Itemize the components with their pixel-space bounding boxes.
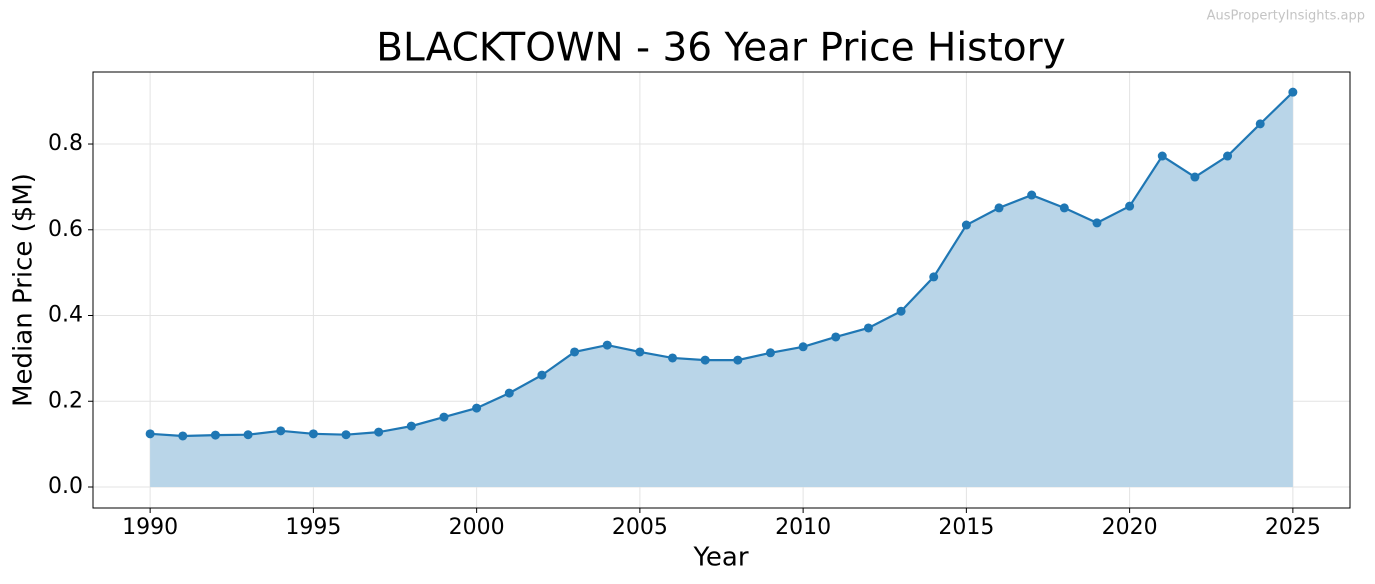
x-tick-label: 1995 [285,515,341,540]
point [1223,151,1233,161]
point [765,348,775,358]
point [341,430,351,440]
point [1157,151,1167,161]
x-tick-label: 2015 [938,515,994,540]
point [178,431,188,441]
point [1288,87,1298,97]
x-tick-label: 2025 [1265,515,1321,540]
point [896,306,906,316]
point [798,342,808,352]
point [929,272,939,282]
x-tick-label: 2000 [449,515,505,540]
y-tick-label: 0.4 [48,303,83,328]
point [1059,203,1069,213]
point [374,427,384,437]
y-tick-label: 0.0 [48,474,83,499]
point [1125,201,1135,211]
point [439,412,449,422]
point [210,430,220,440]
point [668,353,678,363]
point [1190,172,1200,182]
x-axis-label: Year [692,543,748,573]
point [537,370,547,380]
watermark: AusPropertyInsights.app [1207,9,1365,24]
point [504,388,514,398]
point [602,340,612,350]
point [570,347,580,357]
area [150,92,1293,487]
y-axis-label: Median Price ($M) [9,173,39,407]
point [700,355,710,365]
x-tick-label: 2020 [1102,515,1158,540]
point [276,426,286,436]
y-tick-label: 0.2 [48,388,83,413]
y-tick-label: 0.8 [48,131,83,156]
y-tick-label: 0.6 [48,217,83,242]
point [1255,119,1265,129]
point [243,430,253,440]
point [831,332,841,342]
line [150,91,1294,438]
point [961,220,971,230]
x-tick-label: 1990 [122,515,178,540]
x-tick-label: 2005 [612,515,668,540]
chart-title: BLACKTOWN - 36 Year Price History [376,26,1066,71]
point [145,429,155,439]
point [472,403,482,413]
point [635,347,645,357]
point [994,203,1004,213]
x-tick-label: 2010 [775,515,831,540]
plot-frame [92,71,1351,509]
point [308,429,318,439]
point [1027,190,1037,200]
point [1092,218,1102,228]
point [863,323,873,333]
point [406,421,416,431]
point [733,355,743,365]
